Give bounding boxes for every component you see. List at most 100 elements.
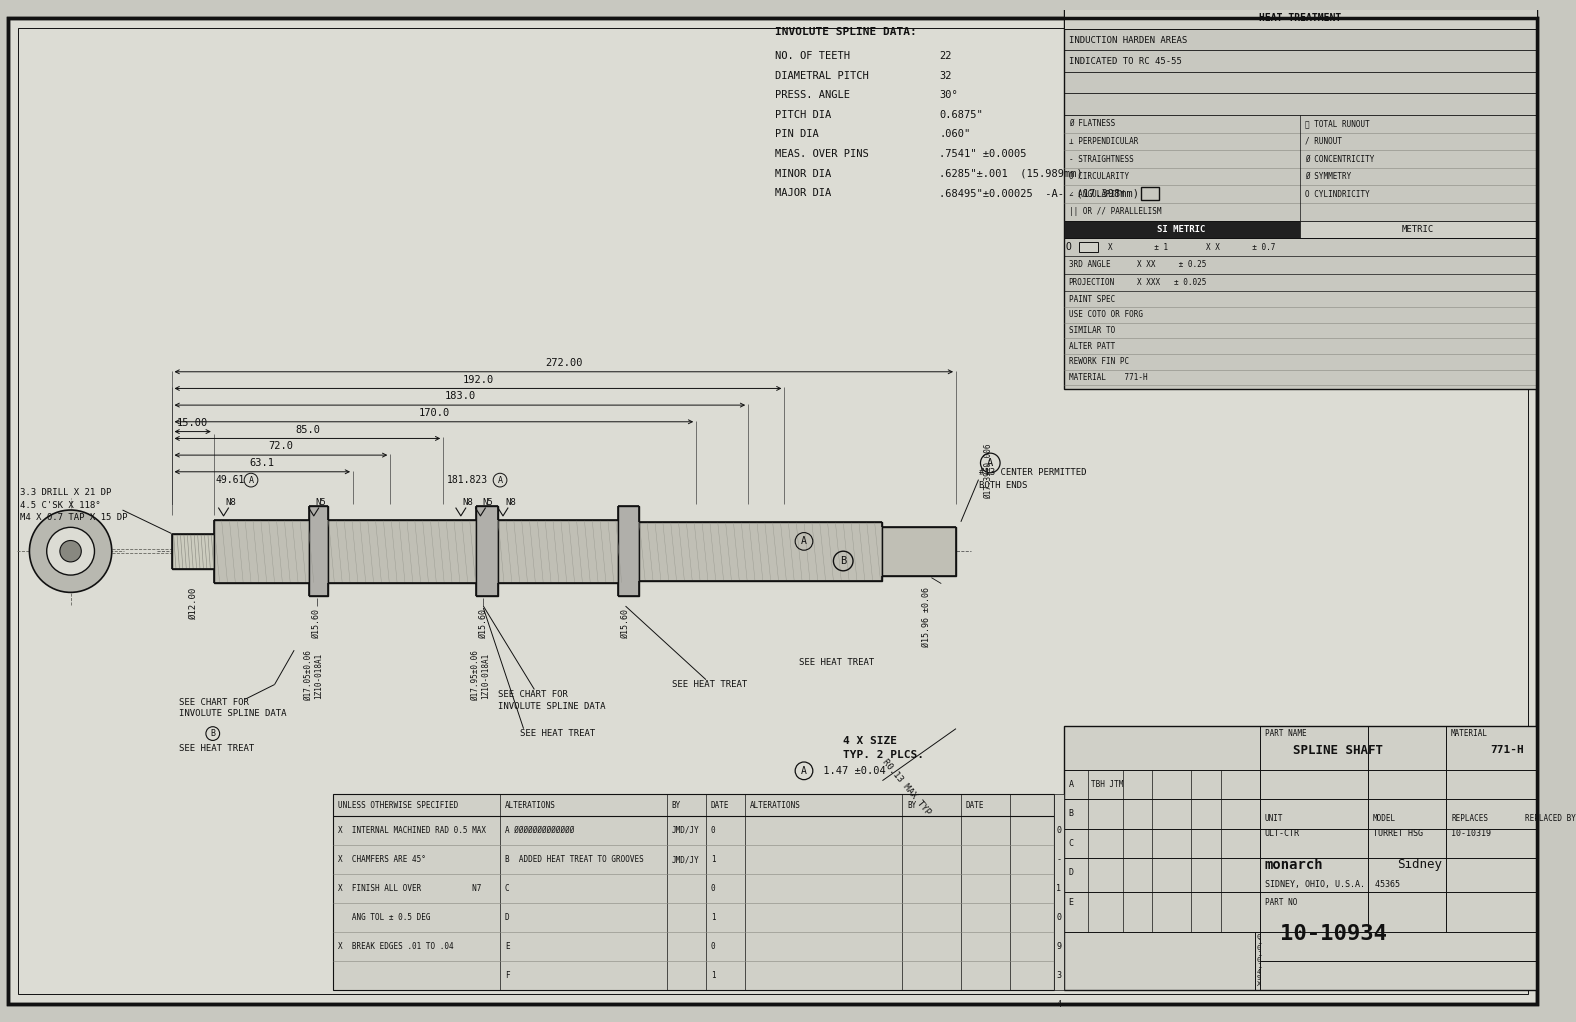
Text: B: B (210, 729, 216, 738)
Text: .6285"±.001  (15.989mm): .6285"±.001 (15.989mm) (939, 169, 1083, 179)
Text: 0: 0 (711, 942, 716, 951)
Text: ALTERATIONS: ALTERATIONS (504, 800, 556, 809)
Text: O: O (1065, 242, 1072, 252)
Text: B  ADDED HEAT TREAT TO GROOVES: B ADDED HEAT TREAT TO GROOVES (504, 855, 643, 864)
Text: PRESS. ANGLE: PRESS. ANGLE (774, 90, 849, 100)
Bar (1141, 187, 1158, 200)
Text: DIAMETRAL PITCH: DIAMETRAL PITCH (774, 71, 868, 81)
Text: SEE CHART FOR: SEE CHART FOR (180, 698, 249, 706)
Text: O CYLINDRICITY: O CYLINDRICITY (1305, 190, 1370, 199)
Text: R0.13 MAX TYP: R0.13 MAX TYP (881, 758, 933, 818)
Text: X  CHAMFERS ARE 45°: X CHAMFERS ARE 45° (339, 855, 426, 864)
Text: #13 CENTER PERMITTED: #13 CENTER PERMITTED (979, 468, 1086, 477)
Bar (618, 506, 640, 596)
Bar (172, 533, 214, 569)
Text: A: A (801, 765, 807, 776)
Text: Ø15.60: Ø15.60 (621, 608, 630, 638)
Text: INVOLUTE SPLINE DATA: INVOLUTE SPLINE DATA (498, 702, 605, 710)
Text: UNLESS OTHERWISE SPECIFIED: UNLESS OTHERWISE SPECIFIED (339, 800, 459, 809)
Text: 1: 1 (1258, 951, 1261, 958)
Text: BY: BY (671, 800, 681, 809)
Text: X  INTERNAL MACHINED RAD 0.5 MAX: X INTERNAL MACHINED RAD 0.5 MAX (339, 826, 487, 835)
Text: Ø15.60: Ø15.60 (312, 608, 322, 638)
Text: 4.5 C'SK X 118°: 4.5 C'SK X 118° (19, 501, 101, 510)
Text: 4: 4 (1056, 1001, 1061, 1010)
Text: 0: 0 (1258, 933, 1261, 939)
Text: ANG TOL ± 0.5 DEG: ANG TOL ± 0.5 DEG (339, 914, 430, 922)
Text: BY: BY (906, 800, 916, 809)
Text: X XX     ± 0.25: X XX ± 0.25 (1138, 261, 1207, 270)
Text: A: A (1069, 780, 1073, 789)
Text: 183.0: 183.0 (444, 391, 476, 402)
Text: INDICATED TO RC 45-55: INDICATED TO RC 45-55 (1069, 57, 1182, 66)
Text: PART NAME: PART NAME (1266, 729, 1307, 738)
Text: / RUNOUT: / RUNOUT (1305, 137, 1343, 146)
Bar (1064, 7, 1538, 29)
Text: 63.1: 63.1 (249, 458, 274, 468)
Bar (640, 522, 883, 580)
Text: Ø FLATNESS: Ø FLATNESS (1069, 120, 1114, 128)
Bar (1064, 726, 1538, 990)
Bar (1078, 242, 1098, 252)
Text: METRIC: METRIC (1401, 225, 1434, 234)
Text: UNIT: UNIT (1266, 815, 1283, 824)
Text: monarch: monarch (1266, 857, 1324, 872)
Text: 0: 0 (1258, 957, 1261, 963)
Text: 10-10319: 10-10319 (1451, 829, 1491, 838)
Text: - STRAIGHTNESS: - STRAIGHTNESS (1069, 154, 1133, 164)
Text: Ø SYMMETRY: Ø SYMMETRY (1305, 172, 1351, 181)
Text: D: D (1069, 869, 1073, 877)
Text: 1: 1 (711, 971, 716, 980)
Text: SIDNEY, OHIO, U.S.A.  45365: SIDNEY, OHIO, U.S.A. 45365 (1266, 880, 1399, 889)
Text: 192.0: 192.0 (462, 374, 493, 384)
Text: -: - (1056, 855, 1061, 864)
Bar (498, 520, 618, 583)
Bar (1300, 221, 1537, 238)
Text: B: B (1069, 809, 1073, 819)
Text: 3: 3 (1056, 971, 1061, 980)
Bar (1054, 794, 1064, 990)
Text: 181.823: 181.823 (448, 475, 489, 485)
Text: X X       ± 0.7: X X ± 0.7 (1206, 243, 1275, 251)
Text: Ø CONCENTRICITY: Ø CONCENTRICITY (1305, 154, 1374, 164)
Text: E: E (1069, 897, 1073, 907)
Bar (328, 520, 476, 583)
Text: SEE HEAT TREAT: SEE HEAT TREAT (799, 658, 875, 667)
Text: 9: 9 (1258, 975, 1261, 981)
Text: ALTER PATT: ALTER PATT (1069, 341, 1114, 351)
Text: 4 X SIZE: 4 X SIZE (843, 737, 897, 746)
Text: MAJOR DIA: MAJOR DIA (774, 188, 831, 198)
Text: 0: 0 (1056, 826, 1061, 835)
Text: ULT-CTR: ULT-CTR (1266, 829, 1300, 838)
Text: 170.0: 170.0 (418, 408, 449, 418)
Text: MATERIAL: MATERIAL (1451, 729, 1488, 738)
Text: SEE HEAT TREAT: SEE HEAT TREAT (671, 680, 747, 689)
Text: A: A (249, 475, 254, 484)
Text: 15.00: 15.00 (177, 418, 208, 427)
Text: .68495"±0.00025  -A-  (17.398mm): .68495"±0.00025 -A- (17.398mm) (939, 188, 1139, 198)
Text: 49.61: 49.61 (216, 475, 246, 485)
Text: JMD/JY: JMD/JY (671, 855, 700, 864)
Text: 1.47 ±0.04: 1.47 ±0.04 (816, 765, 886, 776)
Text: REPLACES: REPLACES (1451, 815, 1488, 824)
Text: SPLINE SHAFT: SPLINE SHAFT (1294, 744, 1384, 756)
Text: N5: N5 (482, 498, 493, 507)
Text: Ø12.00: Ø12.00 (189, 587, 197, 618)
Text: TYP. 2 PLCS.: TYP. 2 PLCS. (843, 750, 924, 760)
Text: REPLACED BY: REPLACED BY (1524, 815, 1576, 824)
Text: REWORK FIN PC: REWORK FIN PC (1069, 358, 1128, 367)
Text: A: A (987, 458, 993, 468)
Text: 1: 1 (711, 855, 716, 864)
Text: Ø17.39±0.006: Ø17.39±0.006 (983, 444, 993, 499)
Text: 1: 1 (1258, 939, 1261, 945)
Text: PART NO: PART NO (1266, 897, 1297, 907)
Text: N5: N5 (315, 498, 326, 507)
Text: 1: 1 (1056, 884, 1061, 893)
Text: INDUCTION HARDEN AREAS: INDUCTION HARDEN AREAS (1069, 36, 1187, 45)
Text: X  BREAK EDGES .01 TO .04: X BREAK EDGES .01 TO .04 (339, 942, 454, 951)
Text: C: C (1069, 839, 1073, 848)
Text: 32: 32 (939, 71, 952, 81)
Text: 10-10934: 10-10934 (1280, 924, 1387, 943)
Text: B: B (840, 556, 846, 566)
Text: A: A (498, 475, 503, 484)
